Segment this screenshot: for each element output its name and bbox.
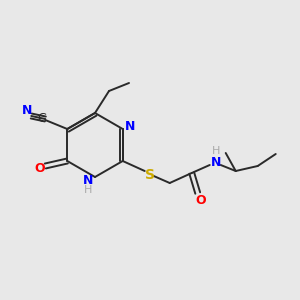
- Text: H: H: [84, 185, 92, 195]
- Text: O: O: [34, 161, 45, 175]
- Text: O: O: [195, 194, 206, 206]
- Text: N: N: [83, 173, 93, 187]
- Text: N: N: [22, 103, 32, 116]
- Text: N: N: [211, 155, 221, 169]
- Text: H: H: [212, 146, 220, 156]
- Text: C: C: [37, 112, 46, 124]
- Text: S: S: [145, 168, 155, 182]
- Text: N: N: [124, 121, 135, 134]
